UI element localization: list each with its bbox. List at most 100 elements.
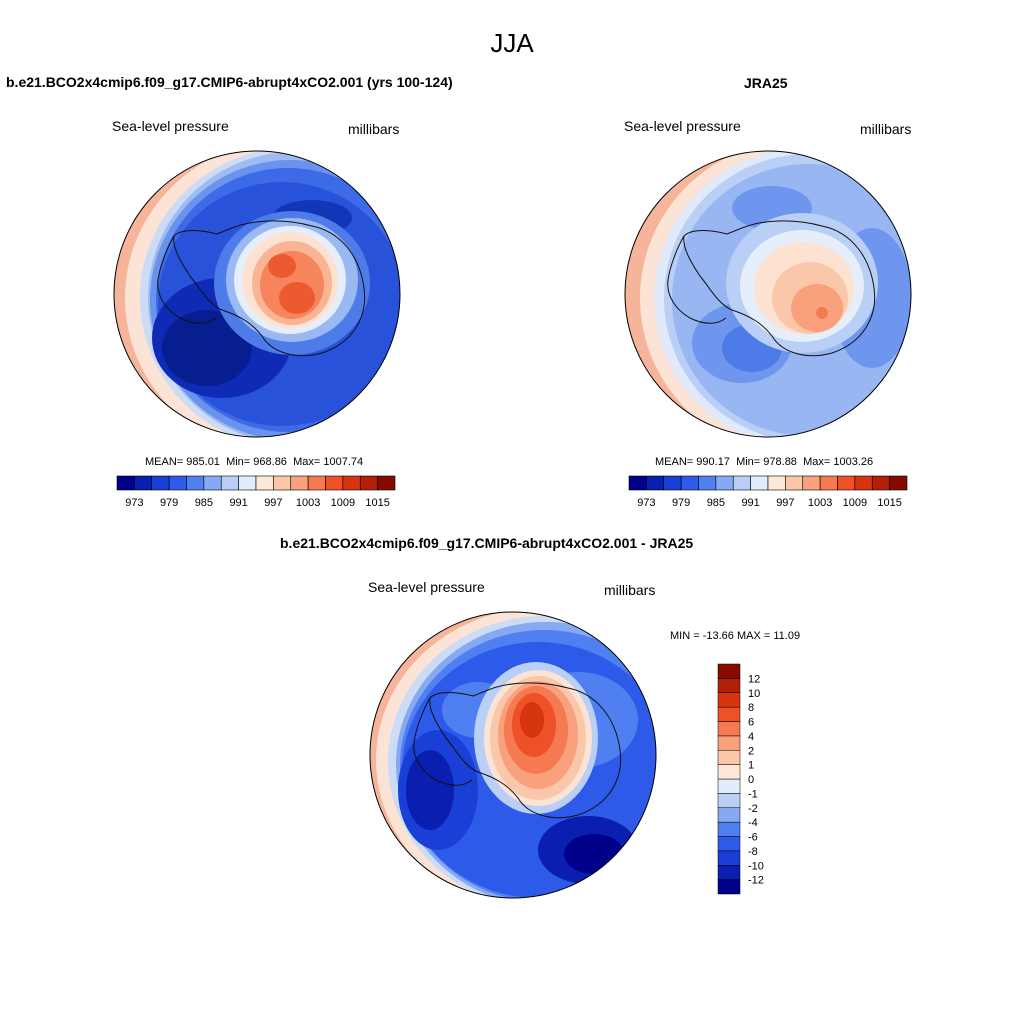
model-min-label: Min= xyxy=(226,456,251,468)
obs-colorbar-box xyxy=(698,475,717,491)
diff-max-label: MAX = xyxy=(736,630,771,642)
obs-colorbar-box xyxy=(837,475,856,491)
obs-colorbar-box xyxy=(628,475,647,491)
diff-colorbar-tick-label: 1 xyxy=(748,760,754,772)
diff-colorbar-tick-label: 6 xyxy=(748,717,754,729)
obs-colorbar-box xyxy=(680,475,699,491)
obs-max-label: Max= xyxy=(803,456,831,468)
obs-min-value: 978.88 xyxy=(763,456,797,468)
diff-colorbar-tick-label: -1 xyxy=(748,788,758,800)
diff-colorbar-box xyxy=(717,821,741,837)
model-colorbar-tick-label: 1009 xyxy=(331,497,355,509)
diff-colorbar-tick-label: 2 xyxy=(748,745,754,757)
obs-colorbar-tick-label: 997 xyxy=(776,497,794,509)
model-colorbar-box xyxy=(134,475,153,491)
obs-max-value: 1003.26 xyxy=(833,456,874,468)
model-colorbar-box xyxy=(186,475,205,491)
diff-polar-map xyxy=(369,611,657,899)
diff-colorbar-tick-label: -2 xyxy=(748,803,758,815)
obs-units-label: millibars xyxy=(860,121,912,137)
obs-colorbar-box xyxy=(715,475,734,491)
model-colorbar-tick-label: 985 xyxy=(195,497,213,509)
model-colorbar-box xyxy=(359,475,378,491)
obs-colorbar-box xyxy=(889,475,908,491)
model-colorbar: 973 979 985 991 997 1003 1009 1015 xyxy=(116,475,396,509)
obs-colorbar-box xyxy=(767,475,786,491)
obs-colorbar-tick-label: 973 xyxy=(637,497,655,509)
diff-colorbar-box xyxy=(717,865,741,880)
diff-colorbar-box xyxy=(717,678,741,693)
model-mean-value: 985.01 xyxy=(186,456,220,468)
model-colorbar-tick-label: 1003 xyxy=(296,497,320,509)
obs-colorbar-box xyxy=(663,475,682,491)
diff-colorbar-box xyxy=(717,879,741,895)
obs-colorbar-box xyxy=(646,475,665,491)
model-colorbar-box xyxy=(220,475,239,491)
diff-units-label: millibars xyxy=(604,582,656,598)
diff-colorbar-tick-label: -8 xyxy=(748,846,758,858)
model-colorbar-box xyxy=(325,475,344,491)
obs-panel-title: JRA25 xyxy=(744,75,788,91)
model-stats: MEAN= 985.01 Min= 968.86 Max= 1007.74 xyxy=(145,456,363,468)
model-colorbar-box xyxy=(203,475,222,491)
diff-min-value: -13.66 xyxy=(702,630,734,642)
diff-colorbar-box xyxy=(717,836,741,852)
diff-colorbar-box xyxy=(717,807,741,823)
model-units-label: millibars xyxy=(348,121,400,137)
model-mean-label: MEAN= xyxy=(145,456,184,468)
diff-colorbar-tick-label: -12 xyxy=(748,875,764,887)
obs-colorbar: 973 979 985 991 997 1003 1009 1015 xyxy=(628,475,908,509)
obs-colorbar-box xyxy=(750,475,769,491)
diff-colorbar-box xyxy=(717,663,741,679)
obs-mean-label: MEAN= xyxy=(655,456,694,468)
diff-colorbar-tick-label: 12 xyxy=(748,673,760,685)
model-colorbar-tick-label: 973 xyxy=(125,497,143,509)
diff-colorbar-tick-label: 4 xyxy=(748,731,754,743)
model-colorbar-box xyxy=(151,475,170,491)
model-colorbar-box xyxy=(168,475,187,491)
obs-colorbar-tick-label: 1009 xyxy=(843,497,867,509)
obs-colorbar-tick-label: 991 xyxy=(741,497,759,509)
diff-colorbar-tick-label: 10 xyxy=(748,688,760,700)
model-colorbar-tick-label: 1015 xyxy=(365,497,389,509)
obs-stats: MEAN= 990.17 Min= 978.88 Max= 1003.26 xyxy=(655,456,873,468)
diff-colorbar-tick-label: 8 xyxy=(748,702,754,714)
diff-colorbar-box xyxy=(717,721,741,737)
diff-colorbar-tick-label: 0 xyxy=(748,774,754,786)
obs-colorbar-box xyxy=(802,475,821,491)
obs-colorbar-box xyxy=(732,475,751,491)
model-colorbar-box xyxy=(290,475,309,491)
model-colorbar-box xyxy=(377,475,396,491)
diff-colorbar-box xyxy=(717,735,741,751)
model-colorbar-box xyxy=(273,475,292,491)
model-panel-title: b.e21.BCO2x4cmip6.f09_g17.CMIP6-abrupt4x… xyxy=(6,74,453,90)
model-colorbar-box xyxy=(116,475,135,491)
model-min-value: 968.86 xyxy=(253,456,287,468)
obs-colorbar-tick-label: 979 xyxy=(672,497,690,509)
diff-colorbar-tick-label: -4 xyxy=(748,817,758,829)
diff-min-label: MIN = xyxy=(670,630,700,642)
model-colorbar-box xyxy=(342,475,361,491)
obs-polar-map xyxy=(624,150,912,438)
diff-colorbar-box xyxy=(717,706,741,722)
model-colorbar-box xyxy=(307,475,326,491)
page-title: JJA xyxy=(490,28,534,58)
obs-colorbar-tick-label: 1003 xyxy=(808,497,832,509)
diff-colorbar-tick-label: -6 xyxy=(748,832,758,844)
model-max-label: Max= xyxy=(293,456,321,468)
obs-colorbar-box xyxy=(871,475,890,491)
obs-colorbar-tick-label: 1015 xyxy=(877,497,901,509)
obs-min-label: Min= xyxy=(736,456,761,468)
model-colorbar-box xyxy=(255,475,274,491)
obs-colorbar-box xyxy=(785,475,804,491)
diff-colorbar-box xyxy=(717,750,741,765)
obs-variable-label: Sea-level pressure xyxy=(624,118,741,134)
diff-colorbar-box xyxy=(717,778,741,794)
obs-colorbar-tick-label: 985 xyxy=(707,497,725,509)
model-polar-map xyxy=(113,150,401,438)
model-colorbar-tick-label: 979 xyxy=(160,497,178,509)
diff-variable-label: Sea-level pressure xyxy=(368,579,485,595)
diff-stats: MIN = -13.66 MAX = 11.09 xyxy=(670,630,800,642)
obs-colorbar-box xyxy=(819,475,838,491)
